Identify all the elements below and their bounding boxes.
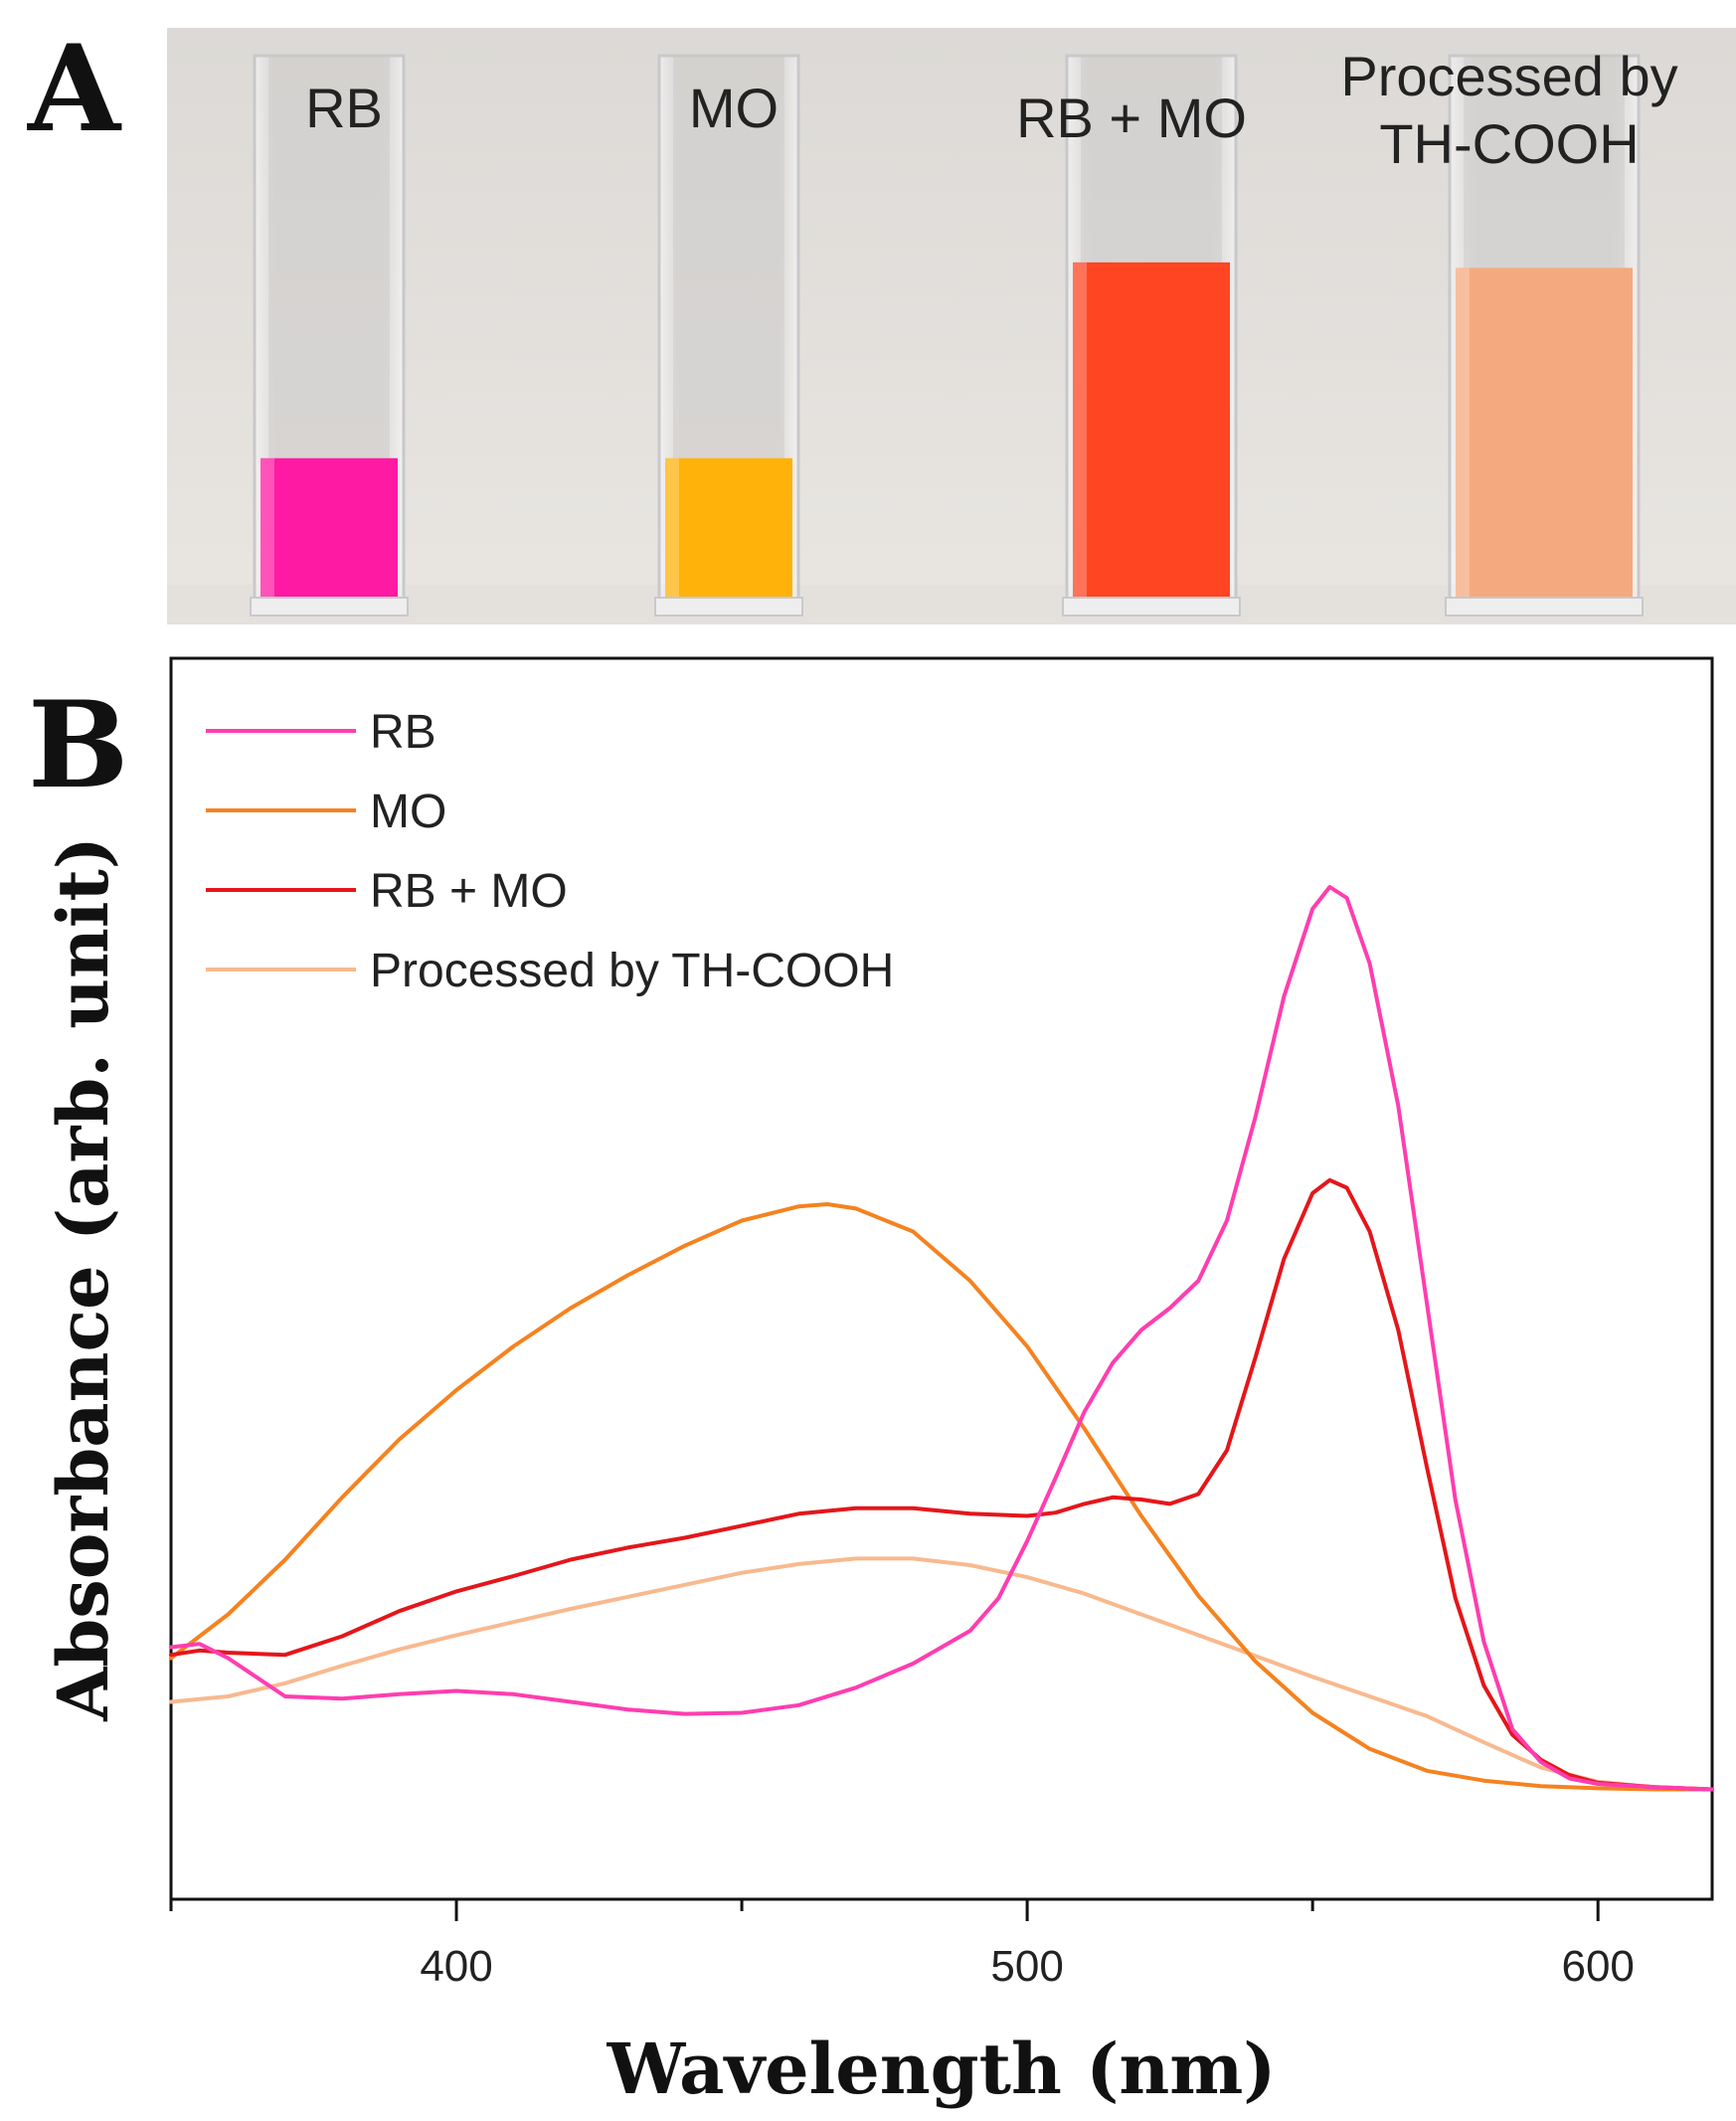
legend-label: RB + MO (370, 865, 568, 918)
panel-a-letter: A (28, 19, 121, 159)
x-axis-ticks: 400 500 600 (169, 1899, 1635, 1991)
cuvette-label: TH-COOH (1379, 112, 1639, 175)
cuvette-base (250, 597, 409, 617)
cuvette-liquid (260, 457, 398, 600)
cuvette-photo: RB MO RB + MO Processed by TH-COOH (167, 28, 1736, 624)
series-lines (169, 885, 1714, 1792)
cuvette-liquid (665, 457, 792, 600)
cuvette-liquid (1073, 262, 1230, 600)
x-tick-label: 400 (420, 1942, 492, 1991)
x-tick-label: 500 (990, 1942, 1063, 1991)
cuvette-2: MO (654, 54, 803, 617)
cuvette-liquid (1456, 267, 1633, 600)
cuvette-label: RB + MO (1016, 87, 1247, 149)
cuvette-base (1062, 597, 1241, 617)
cuvette-highlight (1456, 267, 1470, 600)
legend-label: MO (370, 786, 446, 838)
series-line-4 (169, 1556, 1714, 1792)
cuvette-base (654, 597, 803, 617)
cuvette-3: RB + MO (1016, 54, 1247, 617)
legend-label: RB (370, 706, 436, 759)
series-line-3 (169, 1177, 1714, 1792)
cuvette-label: MO (689, 77, 779, 139)
series-line-1 (169, 885, 1714, 1792)
cuvette-label: RB (305, 77, 383, 139)
cuvette-1: RB (250, 54, 409, 617)
panel-b-letter: B (28, 675, 129, 815)
cuvette-label: Processed by (1340, 45, 1677, 107)
x-axis-title: Wavelength (nm) (607, 2028, 1277, 2110)
plot-frame (169, 656, 1714, 1901)
cuvette-highlight (260, 457, 274, 600)
y-axis-title: Absorbance (arb. unit) (42, 836, 124, 1722)
series-line-2 (169, 1202, 1714, 1792)
legend: RB MO RB + MO Processed by TH-COOH (206, 706, 894, 997)
legend-label: Processed by TH-COOH (370, 945, 894, 997)
x-tick-label: 600 (1561, 1942, 1634, 1991)
cuvette-base (1445, 597, 1644, 617)
cuvette-highlight (665, 457, 679, 600)
cuvette-highlight (1073, 262, 1087, 600)
